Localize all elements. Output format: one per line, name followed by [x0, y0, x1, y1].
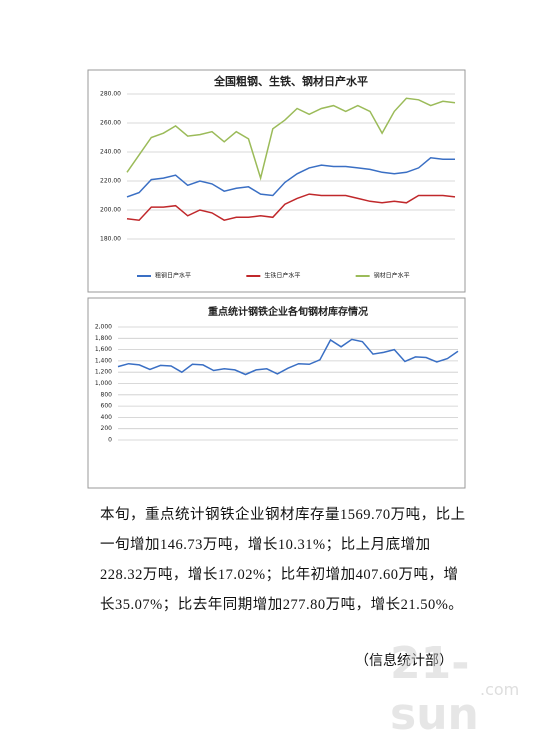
data-line — [117, 338, 459, 376]
charts: 全国粗钢、生铁、钢材日产水平 180.00 200.00 220.00 240.00 26… — [87, 69, 466, 489]
legend-label: 粗钢日产水平 — [155, 272, 191, 280]
y-tick-label: 220.00 — [100, 178, 121, 185]
chart-frame — [87, 297, 466, 489]
chart-title: 重点统计钢铁企业各旬钢材库存情况 — [208, 305, 368, 318]
y-tick-label: 200.00 — [100, 207, 121, 214]
y-tick-label: 800 — [101, 391, 113, 398]
y-tick-label: 0 — [108, 437, 112, 444]
data-line — [126, 193, 456, 222]
chart-title: 全国粗钢、生铁、钢材日产水平 — [213, 74, 368, 88]
data-line — [126, 97, 456, 181]
y-tick-label: 280.00 — [100, 91, 121, 98]
y-tick-label: 240.00 — [100, 149, 121, 156]
watermark-domain: .com — [480, 680, 520, 699]
y-tick-label: 1,000 — [95, 380, 112, 387]
y-tick-label: 400 — [101, 414, 113, 421]
body-text: 本旬，重点统计钢铁企业钢材库存量1569.70万吨，比上一旬增加146.73万吨… — [100, 507, 466, 613]
watermark: 21-sun — [390, 638, 479, 740]
y-tick-label: 600 — [101, 403, 113, 410]
source: （信息统计部） — [355, 654, 453, 669]
y-tick-label: 1,800 — [95, 335, 112, 342]
y-tick-label: 1,200 — [95, 369, 112, 376]
y-tick-label: 1,400 — [95, 357, 112, 364]
legend-label: 生铁日产水平 — [264, 272, 300, 280]
page: 全国粗钢、生铁、钢材日产水平 180.00 200.00 220.00 240.00 26… — [87, 69, 520, 740]
y-tick-label: 1,600 — [95, 346, 112, 353]
y-tick-label: 200 — [101, 425, 113, 432]
y-tick-label: 180.00 — [100, 236, 121, 243]
legend-label: 钢材日产水平 — [374, 272, 410, 280]
y-tick-label: 260.00 — [100, 120, 121, 127]
y-tick-label: 2,000 — [95, 324, 112, 331]
data-line — [126, 157, 455, 198]
